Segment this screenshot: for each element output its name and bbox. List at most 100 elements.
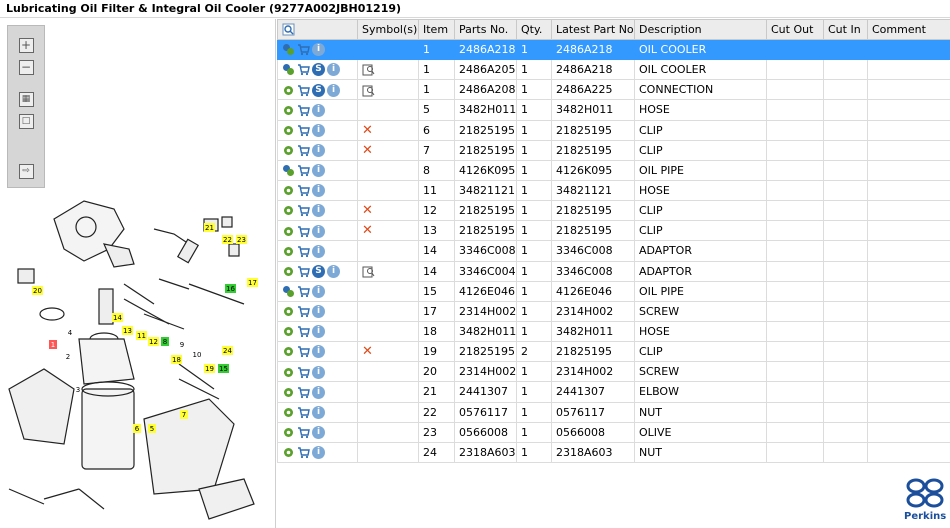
callout-22[interactable]: 22 [222, 235, 233, 244]
table-row[interactable]: i 14 3346C008 1 3346C008 ADAPTOR [277, 240, 950, 262]
row-actions[interactable]: i [277, 300, 358, 322]
callout-6[interactable]: 6 [133, 424, 141, 433]
info-icon[interactable]: i [312, 184, 325, 198]
row-actions[interactable]: i [277, 159, 358, 181]
gear-icon[interactable] [282, 124, 295, 137]
alternate-parts-icon[interactable] [282, 285, 295, 298]
row-actions[interactable]: i [277, 99, 358, 121]
header-actions[interactable] [277, 19, 358, 40]
info-icon[interactable]: i [312, 144, 325, 158]
table-row[interactable]: i 11 34821121 1 34821121 HOSE [277, 179, 950, 202]
info-icon[interactable]: i [312, 305, 325, 319]
row-actions[interactable]: i [277, 421, 358, 443]
callout-17[interactable]: 17 [247, 278, 258, 287]
callout-4[interactable]: 4 [68, 329, 73, 337]
info-icon[interactable]: i [312, 345, 325, 359]
zoom-out-button[interactable]: − [16, 58, 36, 76]
row-actions[interactable]: i [277, 361, 358, 383]
cart-icon[interactable] [297, 43, 310, 56]
table-row[interactable]: i 20 2314H002 1 2314H002 SCREW [277, 361, 950, 383]
table-row[interactable]: i ✕ 7 21825195 1 21825195 CLIP [277, 139, 950, 161]
table-row[interactable]: i ✕ 6 21825195 1 21825195 CLIP [277, 119, 950, 141]
gear-icon[interactable] [282, 144, 295, 157]
gear-icon[interactable] [282, 184, 295, 197]
row-actions[interactable]: i [277, 38, 358, 61]
info-icon[interactable]: i [312, 425, 325, 439]
cart-icon[interactable] [297, 325, 310, 338]
header-item[interactable]: Item [418, 19, 455, 40]
callout-12[interactable]: 12 [148, 337, 159, 346]
callout-14[interactable]: 14 [112, 313, 123, 322]
callout-9[interactable]: 9 [180, 341, 184, 349]
row-actions[interactable]: i [277, 179, 358, 202]
cart-icon[interactable] [297, 386, 310, 399]
info-icon[interactable]: i [312, 43, 325, 57]
info-icon[interactable]: i [312, 365, 325, 379]
catalog-icon[interactable] [362, 84, 375, 97]
callout-3[interactable]: 3 [76, 386, 80, 394]
info-icon[interactable]: i [312, 385, 325, 399]
table-row[interactable]: i 17 2314H002 1 2314H002 SCREW [277, 300, 950, 322]
gear-icon[interactable] [282, 265, 295, 278]
table-row[interactable]: i 5 3482H011 1 3482H011 HOSE [277, 99, 950, 121]
callout-20[interactable]: 20 [32, 286, 43, 295]
catalog-icon[interactable] [362, 265, 375, 278]
callout-13[interactable]: 13 [122, 326, 133, 335]
catalog-icon[interactable] [362, 63, 375, 76]
table-row[interactable]: i 18 3482H011 1 3482H011 HOSE [277, 320, 950, 343]
callout-5[interactable]: 5 [148, 424, 156, 433]
alternate-parts-icon[interactable] [282, 63, 295, 76]
table-row[interactable]: i 1 2486A218 1 2486A218 OIL COOLER [277, 38, 950, 61]
export-image-button[interactable]: ⇨ [16, 162, 36, 180]
cart-icon[interactable] [297, 345, 310, 358]
cart-icon[interactable] [297, 406, 310, 419]
exploded-parts-drawing[interactable]: 21 22 23 20 16 17 14 13 11 12 8 9 10 24 … [4, 189, 272, 524]
info-icon[interactable]: i [312, 405, 325, 419]
service-icon[interactable]: S [312, 83, 325, 97]
gear-icon[interactable] [282, 305, 295, 318]
header-symbols[interactable]: Symbol(s) [357, 19, 419, 40]
info-icon[interactable]: i [327, 83, 340, 97]
fit-window-button[interactable]: □ [16, 112, 36, 130]
header-latest-part-no[interactable]: Latest Part No. [551, 19, 635, 40]
callout-24[interactable]: 24 [222, 346, 233, 355]
callout-1[interactable]: 1 [49, 340, 57, 349]
info-icon[interactable]: i [312, 103, 325, 117]
gear-icon[interactable] [282, 204, 295, 217]
gear-icon[interactable] [282, 446, 295, 459]
info-icon[interactable]: i [312, 244, 325, 258]
cart-icon[interactable] [297, 144, 310, 157]
header-parts-no[interactable]: Parts No. [454, 19, 517, 40]
table-row[interactable]: i 24 2318A603 1 2318A603 NUT [277, 441, 950, 464]
row-actions[interactable]: i [277, 220, 358, 242]
header-qty[interactable]: Qty. [516, 19, 552, 40]
gear-icon[interactable] [282, 225, 295, 238]
cart-icon[interactable] [297, 225, 310, 238]
cart-icon[interactable] [297, 305, 310, 318]
cart-icon[interactable] [297, 104, 310, 117]
callout-2[interactable]: 2 [66, 353, 70, 361]
info-icon[interactable]: i [312, 446, 325, 460]
gear-icon[interactable] [282, 426, 295, 439]
info-icon[interactable]: i [312, 164, 325, 178]
cart-icon[interactable] [297, 245, 310, 258]
gear-icon[interactable] [282, 386, 295, 399]
cart-icon[interactable] [297, 285, 310, 298]
info-icon[interactable]: i [312, 224, 325, 238]
row-actions[interactable]: i [277, 240, 358, 262]
alternate-parts-icon[interactable] [282, 164, 295, 177]
header-description[interactable]: Description [634, 19, 767, 40]
header-cut-out[interactable]: Cut Out [766, 19, 824, 40]
callout-19[interactable]: 19 [204, 364, 215, 373]
table-row[interactable]: i ✕ 12 21825195 1 21825195 CLIP [277, 200, 950, 222]
gear-icon[interactable] [282, 406, 295, 419]
callout-11[interactable]: 11 [136, 331, 147, 340]
info-icon[interactable]: i [312, 325, 325, 339]
gear-icon[interactable] [282, 366, 295, 379]
callout-10[interactable]: 10 [193, 351, 202, 359]
